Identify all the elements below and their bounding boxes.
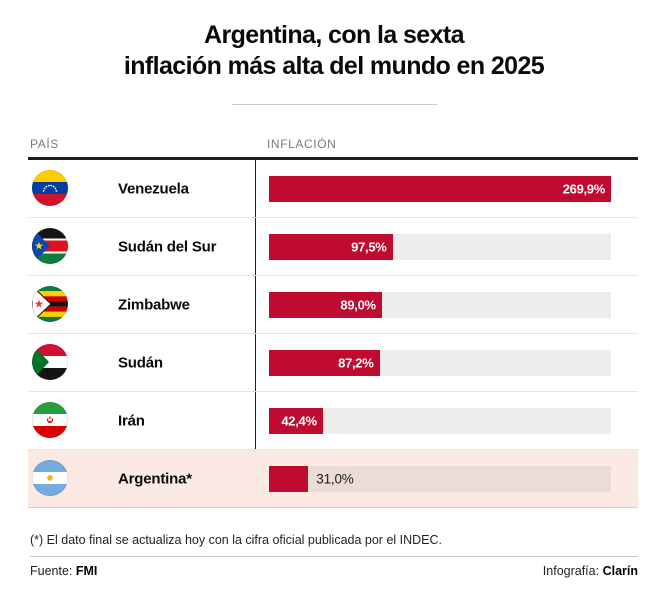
table-row: Argentina* 31,0%	[28, 450, 638, 508]
bar-fill	[269, 233, 393, 260]
bar-track: 89,0%	[269, 291, 611, 318]
source-label: Fuente: FMI	[30, 564, 97, 578]
bar-track: 87,2%	[269, 349, 611, 376]
bar-fill	[269, 349, 380, 376]
table-row: Zimbabwe 89,0%	[28, 276, 638, 334]
bar-fill	[269, 175, 611, 202]
country-name: Sudán	[118, 354, 163, 371]
credit-prefix: Infografía:	[542, 564, 603, 578]
argentina-flag-icon	[31, 459, 69, 497]
value-label: 42,4%	[281, 413, 317, 428]
value-label: 87,2%	[338, 355, 374, 370]
value-label: 97,5%	[351, 239, 387, 254]
chart-title-line1: Argentina, con la sexta	[204, 21, 465, 49]
source-prefix: Fuente:	[30, 564, 76, 578]
south-sudan-flag-icon	[31, 227, 69, 265]
column-header-country: PAÍS	[30, 137, 59, 151]
value-label: 269,9%	[562, 181, 606, 196]
bar-track: 31,0%	[269, 465, 611, 492]
sudan-flag-icon	[31, 343, 69, 381]
country-name: Zimbabwe	[118, 296, 190, 313]
source-name: FMI	[75, 564, 98, 578]
credit-label: Infografía: Clarín	[543, 564, 638, 578]
value-label: 89,0%	[340, 297, 376, 312]
footer: Fuente: FMI Infografía: Clarín	[30, 564, 638, 578]
country-name: Venezuela	[118, 180, 189, 197]
chart-title: Argentina, con la sexta inflación más al…	[0, 20, 668, 82]
zimbabwe-flag-icon	[31, 285, 69, 323]
table-row: Sudán del Sur 97,5%	[28, 218, 638, 276]
iran-flag-icon	[31, 401, 69, 439]
table-row: Irán 42,4%	[28, 392, 638, 450]
country-name: Irán	[118, 412, 145, 429]
footer-divider	[30, 556, 638, 557]
table-row: Venezuela 269,9%	[28, 160, 638, 218]
credit-name: Clarín	[602, 564, 638, 578]
table-row: Sudán 87,2%	[28, 334, 638, 392]
bar-fill	[269, 465, 309, 492]
inflation-table: Venezuela 269,9% Sudán del Sur 97,5% Zimbabw…	[28, 157, 638, 508]
bar-fill	[269, 291, 382, 318]
country-name: Sudán del Sur	[118, 238, 217, 255]
table-header: PAÍS INFLACIÓN	[28, 123, 638, 157]
chart-title-line2: inflación más alta del mundo en 2025	[123, 52, 545, 80]
country-name: Argentina*	[118, 470, 192, 487]
footnote: (*) El dato final se actualiza hoy con l…	[30, 533, 443, 547]
value-label: 31,0%	[316, 471, 354, 486]
bar-track: 269,9%	[269, 175, 611, 202]
bar-track: 42,4%	[269, 407, 611, 434]
venezuela-flag-icon	[31, 169, 69, 207]
bar-fill	[269, 407, 323, 434]
column-header-inflation: INFLACIÓN	[267, 137, 337, 151]
bar-track: 97,5%	[269, 233, 611, 260]
title-divider	[231, 104, 437, 105]
